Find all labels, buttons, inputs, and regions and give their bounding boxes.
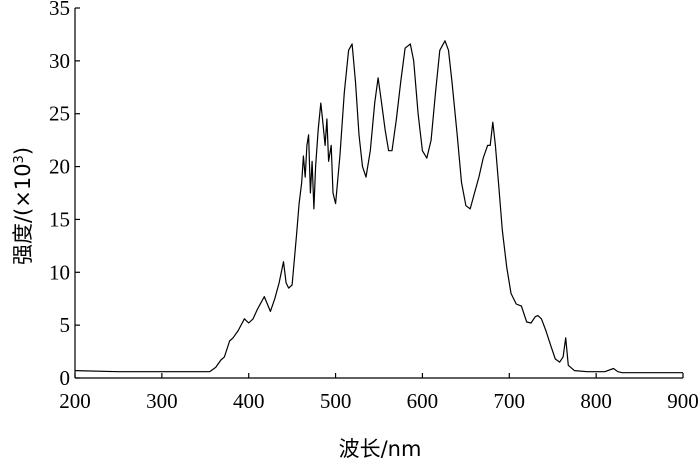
y-tick-label: 35 bbox=[49, 0, 70, 20]
y-axis-title-close: ) bbox=[11, 147, 35, 155]
y-axis-title-main: 强度/(×10 bbox=[11, 163, 35, 265]
x-tick-label: 500 bbox=[320, 389, 352, 413]
x-tick-label: 700 bbox=[494, 389, 526, 413]
y-tick-label: 5 bbox=[60, 313, 71, 337]
x-tick-label: 200 bbox=[59, 389, 91, 413]
y-tick-label: 10 bbox=[49, 260, 70, 284]
y-tick-label: 15 bbox=[49, 207, 70, 231]
x-tick-label: 800 bbox=[580, 389, 612, 413]
y-axis-title: 强度/(×103) bbox=[11, 147, 35, 265]
spectrum-line bbox=[74, 40, 683, 374]
x-tick-label: 300 bbox=[146, 389, 178, 413]
x-tick-label: 900 bbox=[667, 389, 699, 413]
y-tick-label: 20 bbox=[49, 155, 70, 179]
x-axis-title: 波长/nm bbox=[339, 437, 422, 461]
x-axis: 200 300 400 500 600 700 800 900 bbox=[59, 373, 699, 413]
plot-area bbox=[74, 8, 683, 379]
y-axis: 0 5 10 15 20 25 30 35 bbox=[49, 0, 80, 390]
y-tick-label: 30 bbox=[49, 49, 70, 73]
y-axis-title-sup: 3 bbox=[12, 155, 27, 163]
x-tick-label: 400 bbox=[233, 389, 265, 413]
x-tick-label: 600 bbox=[407, 389, 439, 413]
y-tick-label: 25 bbox=[49, 102, 70, 126]
y-tick-label: 0 bbox=[60, 366, 71, 390]
